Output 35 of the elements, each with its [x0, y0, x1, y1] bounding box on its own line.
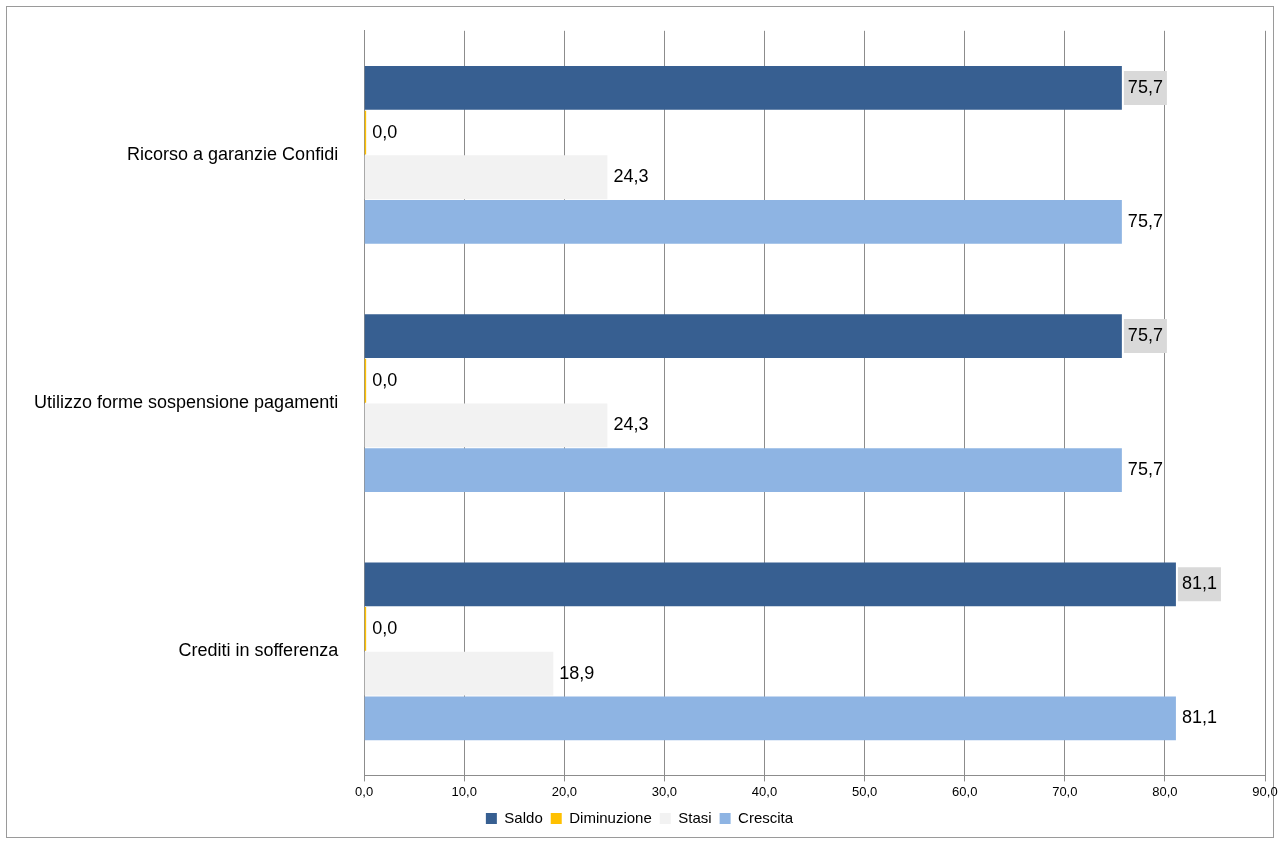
data-label: 75,7 — [1127, 459, 1163, 480]
x-tick-label: 30,0 — [651, 783, 678, 799]
legend-label: Saldo — [504, 808, 543, 826]
y-tick-label: Crediti in sofferenza — [178, 640, 340, 661]
x-tick-label: 40,0 — [751, 783, 778, 799]
data-label: 75,7 — [1127, 325, 1163, 346]
data-label: 0,0 — [372, 121, 398, 142]
data-label: 18,9 — [559, 662, 595, 683]
bar — [364, 448, 1122, 493]
data-label: 81,1 — [1181, 573, 1217, 594]
data-label: 75,7 — [1127, 210, 1163, 231]
x-tick-label: 0,0 — [355, 783, 374, 799]
data-label: 24,3 — [613, 166, 649, 187]
bar — [364, 403, 608, 448]
bar — [364, 200, 1122, 244]
bar — [364, 651, 554, 696]
legend-label: Diminuzione — [569, 808, 652, 826]
bar — [364, 155, 608, 200]
x-tick-label: 90,0 — [1252, 783, 1278, 799]
x-tick-label: 80,0 — [1152, 783, 1178, 799]
legend-label: Stasi — [678, 808, 712, 826]
data-label: 81,1 — [1181, 707, 1217, 728]
x-tick-label: 50,0 — [851, 783, 878, 799]
data-label: 0,0 — [372, 369, 398, 390]
x-tick-label: 20,0 — [551, 783, 577, 799]
data-label: 0,0 — [372, 617, 398, 638]
bar — [364, 696, 1176, 741]
data-label: 24,3 — [613, 414, 649, 435]
legend-label: Crescita — [738, 808, 794, 826]
x-tick-label: 70,0 — [1052, 783, 1078, 799]
y-tick-label: Utilizzo forme sospensione pagamenti — [34, 392, 339, 413]
y-tick-label: Ricorso a garanzie Confidi — [127, 143, 339, 164]
data-label: 75,7 — [1127, 76, 1163, 97]
x-tick-label: 60,0 — [952, 783, 978, 799]
x-tick-label: 10,0 — [451, 783, 477, 799]
